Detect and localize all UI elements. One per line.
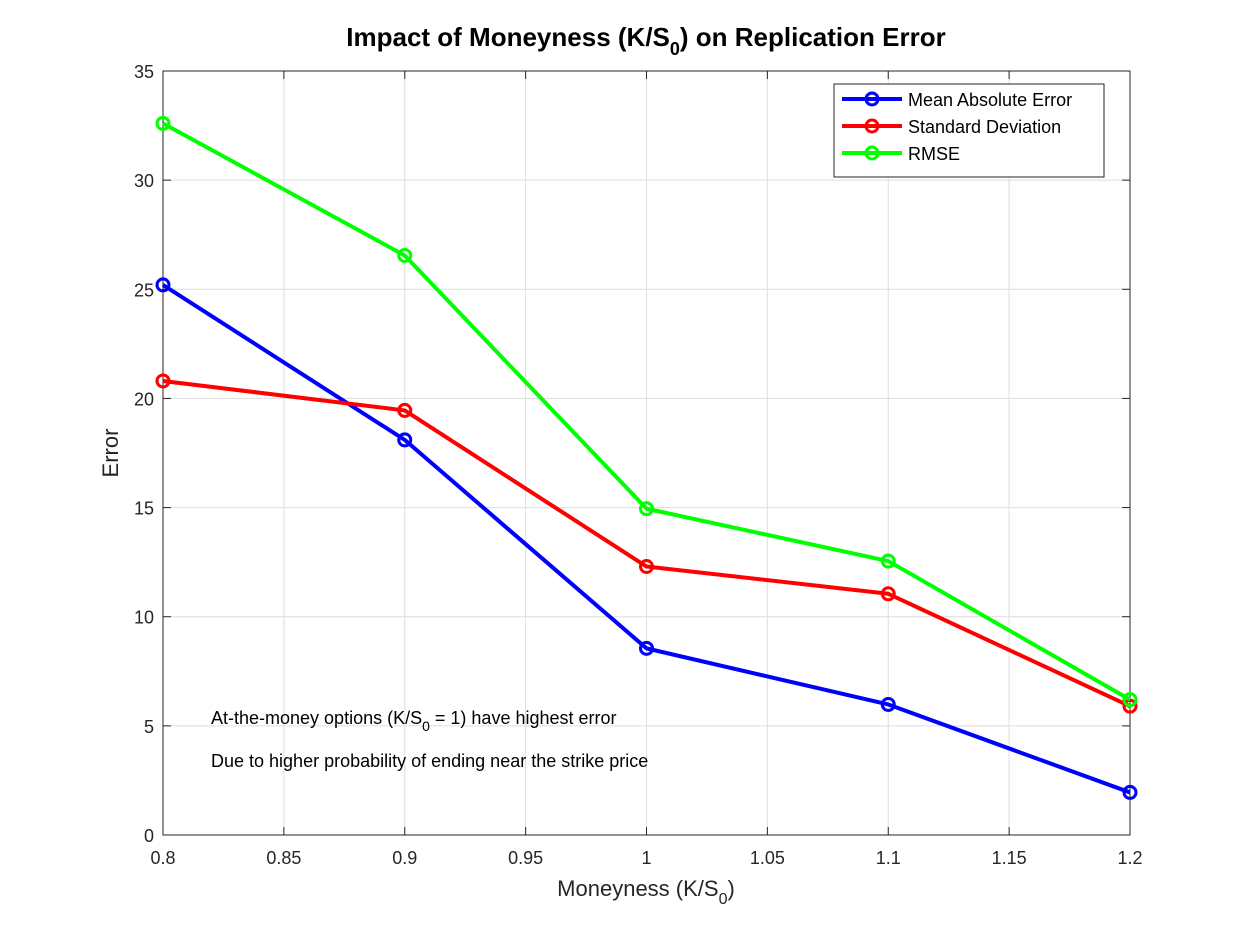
data-point: [1122, 698, 1138, 714]
data-point: [155, 373, 171, 389]
data-point: [397, 247, 413, 263]
legend-entry: RMSE: [842, 144, 960, 164]
x-tick-label: 1: [641, 848, 651, 868]
annotation-atm: At-the-money options (K/S0 = 1) have hig…: [211, 708, 617, 734]
series-line: [162, 378, 1131, 709]
y-tick-label: 25: [134, 280, 154, 300]
chart-title: Impact of Moneyness (K/S0) on Replicatio…: [346, 22, 945, 59]
data-point: [397, 402, 413, 418]
annotations: At-the-money options (K/S0 = 1) have hig…: [211, 708, 648, 771]
legend-entry: Standard Deviation: [842, 117, 1061, 137]
legend-label: Mean Absolute Error: [908, 90, 1072, 110]
legend-marker: [864, 91, 880, 107]
y-tick-label: 20: [134, 389, 154, 409]
annotation-reason: Due to higher probability of ending near…: [211, 751, 648, 771]
x-tick-label: 1.1: [876, 848, 901, 868]
legend-label: RMSE: [908, 144, 960, 164]
data-point: [880, 586, 896, 602]
x-axis-label: Moneyness (K/S0): [557, 876, 735, 908]
y-tick-label: 15: [134, 499, 154, 519]
data-point: [1122, 692, 1138, 708]
legend-label: Standard Deviation: [908, 117, 1061, 137]
y-tick-label: 5: [144, 717, 154, 737]
data-point: [880, 553, 896, 569]
x-tick-label: 0.85: [266, 848, 301, 868]
y-tick-label: 35: [134, 62, 154, 82]
series-line: [162, 121, 1131, 702]
data-point: [639, 501, 654, 517]
x-tick-label: 1.05: [750, 848, 785, 868]
x-tick-label: 1.2: [1117, 848, 1142, 868]
axis-ticks: 0.8 0.85 0.9 0.95 1 1.05 1.1 1.15 1.2 0 5 10 15 20 25 3…: [134, 62, 1143, 868]
x-tick-label: 0.8: [150, 848, 175, 868]
data-point: [155, 277, 171, 293]
y-tick-label: 30: [134, 171, 154, 191]
legend-entry: Mean Absolute Error: [842, 90, 1072, 110]
data-point: [155, 115, 171, 131]
y-tick-label: 10: [134, 608, 154, 628]
data-point: [397, 432, 413, 448]
data-point: [1122, 784, 1138, 800]
series-standard-deviation: [155, 373, 1138, 714]
series-line: [161, 283, 1131, 795]
series-rmse: [155, 115, 1138, 708]
legend: Mean Absolute Error Standard Deviation RMS…: [833, 83, 1105, 178]
data-point: [639, 640, 654, 656]
legend-marker: [864, 145, 880, 161]
x-tick-label: 0.95: [508, 848, 543, 868]
series-lines: [155, 115, 1138, 800]
x-tick-label: 0.9: [392, 848, 417, 868]
y-tick-label: 0: [144, 826, 154, 846]
data-point: [880, 696, 896, 712]
legend-marker: [864, 118, 880, 134]
x-tick-label: 1.15: [992, 848, 1027, 868]
series-mean-absolute-error: [155, 277, 1138, 800]
data-point: [639, 559, 654, 575]
y-axis-label: Error: [98, 429, 123, 478]
